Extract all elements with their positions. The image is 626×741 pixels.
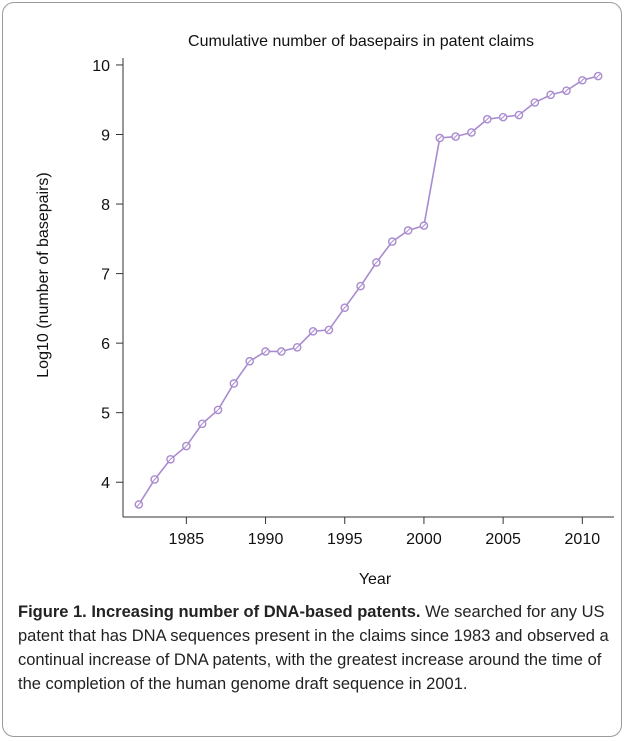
data-point-mark [532, 99, 538, 106]
caption-text: We searched for any US patent that has D… [18, 603, 609, 693]
x-tick-label: 2010 [565, 531, 601, 548]
axes: 4 5 6 7 8 9 10 1985 1990 1995 2000 2005 2010 [92, 58, 614, 548]
data-point-mark [484, 116, 491, 122]
data-point-mark [579, 77, 586, 84]
data-point-mark [294, 344, 300, 351]
x-axis-label: Year [359, 571, 392, 588]
chart-title: Cumulative number of basepairs in patent… [188, 33, 534, 50]
y-tick-label: 5 [101, 406, 110, 423]
plot-area [134, 71, 603, 509]
x-tick-label: 1995 [327, 531, 363, 548]
data-point-mark [516, 112, 522, 118]
data-point-mark [231, 380, 237, 387]
x-tick-label: 1990 [248, 531, 284, 548]
data-point-mark [278, 348, 285, 355]
y-tick-label: 7 [101, 267, 110, 284]
data-point-mark [452, 133, 459, 140]
data-point-mark [215, 407, 221, 413]
data-point-mark [421, 222, 427, 229]
data-point-mark [199, 421, 205, 427]
data-point-mark [183, 443, 190, 449]
data-point-mark [563, 87, 570, 94]
data-point-mark [357, 283, 364, 289]
data-point-mark [405, 227, 411, 234]
series-line [138, 75, 599, 505]
y-tick-label: 4 [101, 475, 110, 492]
data-point-mark [246, 358, 253, 364]
data-point-mark [389, 238, 396, 245]
figure-caption: Figure 1. Increasing number of DNA-based… [18, 600, 614, 696]
caption-title: Figure 1. Increasing number of DNA-based… [18, 603, 421, 621]
y-tick-label: 8 [101, 197, 110, 214]
y-tick-label: 6 [101, 336, 110, 353]
y-tick-label: 10 [92, 58, 110, 75]
data-point-mark [437, 135, 443, 141]
data-point-mark [341, 304, 348, 311]
y-tick-label: 9 [101, 128, 110, 145]
data-point-mark [262, 348, 269, 355]
data-point-mark [595, 73, 601, 79]
x-tick-label: 2000 [406, 531, 442, 548]
data-point-mark [167, 456, 174, 463]
data-point-mark [373, 259, 380, 266]
data-point-mark [468, 129, 475, 136]
data-point-mark [547, 92, 554, 98]
y-axis-label: Log10 (number of basepairs) [35, 172, 52, 377]
line-chart: Cumulative number of basepairs in patent… [35, 33, 614, 588]
data-point-mark [136, 501, 142, 508]
data-point-mark [151, 476, 158, 483]
x-tick-label: 2005 [485, 531, 521, 548]
data-point-mark [500, 114, 506, 120]
data-point-mark [326, 327, 332, 333]
x-tick-label: 1985 [169, 531, 205, 548]
data-point-mark [310, 328, 316, 335]
